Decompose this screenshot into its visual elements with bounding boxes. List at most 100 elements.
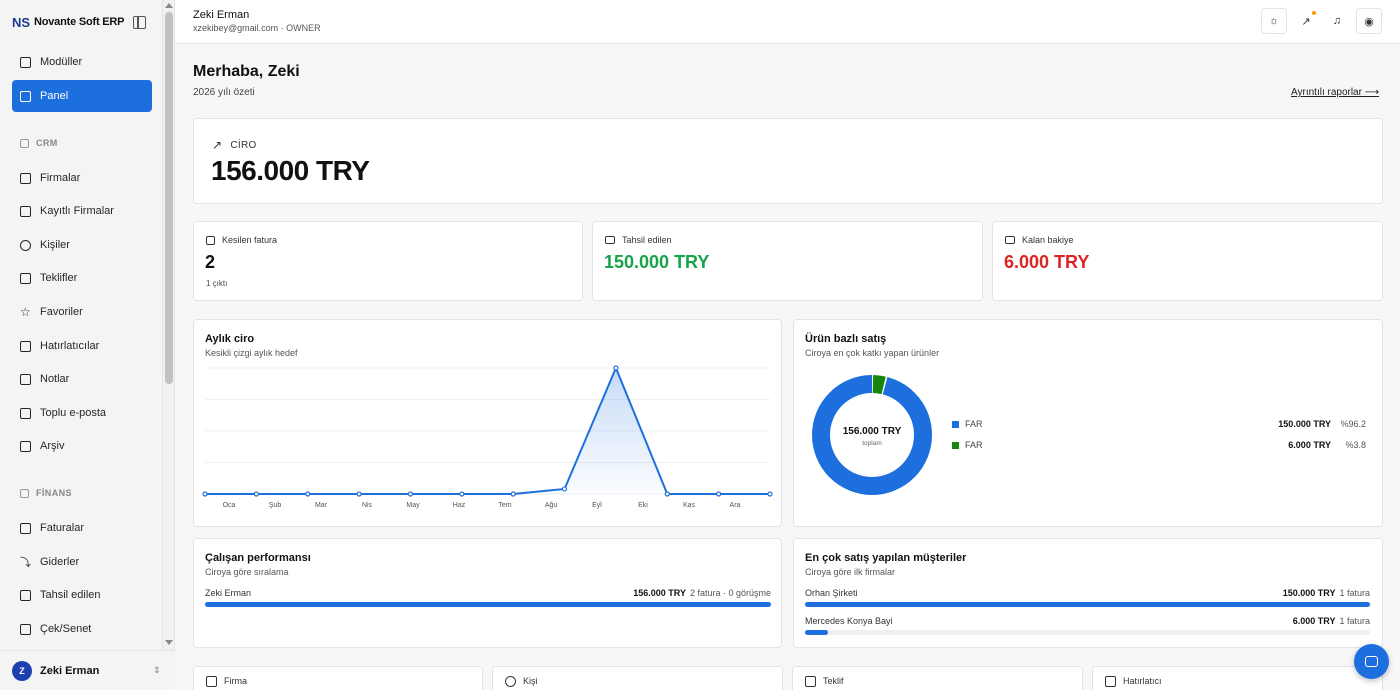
sidebar-item-faturalar[interactable]: Faturalar <box>12 512 152 544</box>
scroll-thumb[interactable] <box>165 12 173 384</box>
customer-row: Orhan Şirketi 150.000 TRY 1 fatura <box>805 588 1370 600</box>
legend-name: FAR <box>965 419 983 429</box>
progress-track <box>205 602 771 607</box>
nav-section-label: FİNANS <box>36 488 72 498</box>
pie-slice[interactable] <box>812 375 932 495</box>
product-donut-chart: 156.000 TRY toplam <box>812 375 932 495</box>
trend-up-icon: ↗ <box>1301 15 1311 28</box>
sidebar-item-moduller[interactable]: Modüller <box>12 46 152 78</box>
quick-card-teklif[interactable]: Teklif <box>792 666 1083 690</box>
detailed-reports-link[interactable]: Ayrıntılı raporlar ⟶ <box>1291 87 1380 98</box>
customer-stats: 6.000 TRY 1 fatura <box>1293 616 1370 626</box>
progress-fill <box>805 602 1370 607</box>
kpi-value: 2 <box>205 252 216 272</box>
x-tick-label: Nis <box>362 502 373 509</box>
monthly-revenue-card: Aylık ciro Kesikli çizgi aylık hedef Oca… <box>193 319 782 527</box>
note-icon <box>20 373 31 385</box>
quick-card-firma[interactable]: Firma <box>193 666 483 690</box>
legend-name: FAR <box>965 440 983 450</box>
kpi-balance-card: Kalan bakiye 6.000 TRY <box>992 221 1383 301</box>
data-point[interactable] <box>613 365 619 371</box>
quick-card-label: Kişi <box>523 676 538 686</box>
visibility-button[interactable]: ◉ <box>1356 8 1382 34</box>
sidebar-item-teklifler[interactable]: Teklifler <box>12 262 152 294</box>
customer-detail: 1 fatura <box>1339 588 1370 598</box>
bell-icon: ♫ <box>1332 15 1342 27</box>
sidebar-item-kisiler[interactable]: Kişiler <box>12 229 152 261</box>
sidebar-item-label: Faturalar <box>40 522 85 534</box>
nav-section-crm: CRM <box>20 136 58 150</box>
data-point[interactable] <box>253 491 259 497</box>
document-icon <box>20 272 31 284</box>
quick-card-label: Teklif <box>823 676 844 686</box>
x-tick-label: Ara <box>730 502 741 509</box>
sidebar-item-notlar[interactable]: Notlar <box>12 363 152 395</box>
kpi-label: Kalan bakiye <box>1005 235 1074 245</box>
data-point[interactable] <box>459 491 465 497</box>
sidebar-item-favoriler[interactable]: ☆ Favoriler <box>12 296 152 328</box>
kpi-value: 6.000 TRY <box>1004 252 1090 272</box>
sidebar-item-label: Çek/Senet <box>40 623 92 635</box>
building-icon <box>20 138 29 148</box>
sun-icon: ☼ <box>1268 15 1280 27</box>
x-tick-label: Kas <box>683 502 696 509</box>
kpi-label-text: Tahsil edilen <box>622 235 672 245</box>
kpi-label-text: Kesilen fatura <box>222 235 278 245</box>
sidebar: NS Novante Soft ERP Modüller Panel CRM F… <box>0 0 163 690</box>
user-menu[interactable]: Z Zeki Erman ⇕ <box>0 650 175 690</box>
trend-up-icon: ↗ <box>212 138 223 152</box>
header-user: Zeki Erman xzekibey@gmail.com · OWNER <box>193 9 321 33</box>
x-tick-label: Haz <box>453 502 466 509</box>
quick-card-label: Hatırlatıcı <box>1123 676 1162 686</box>
ciro-label: ↗ CİRO <box>212 138 257 152</box>
kpi-value: 150.000 TRY <box>604 252 710 272</box>
data-point[interactable] <box>305 491 311 497</box>
sidebar-item-panel[interactable]: Panel <box>12 80 152 112</box>
sidebar-item-arsiv[interactable]: Arşiv <box>12 430 152 462</box>
x-tick-label: Ağu <box>545 502 558 509</box>
users-icon <box>20 239 31 251</box>
star-icon: ☆ <box>20 305 31 319</box>
page-subtitle: 2026 yılı özeti <box>193 87 255 98</box>
archive-icon <box>20 440 31 452</box>
sidebar-scrollbar[interactable] <box>163 0 175 650</box>
data-point[interactable] <box>561 486 568 492</box>
receipt-icon <box>20 589 31 601</box>
sidebar-item-label: Notlar <box>40 373 70 385</box>
sidebar-item-giderler[interactable]: ⤵ Giderler <box>12 546 152 578</box>
data-point[interactable] <box>767 491 773 497</box>
data-point[interactable] <box>356 491 362 497</box>
data-point[interactable] <box>407 491 414 497</box>
quick-card-hatirlatici[interactable]: Hatırlatıcı <box>1092 666 1383 690</box>
card-title: Aylık ciro <box>205 333 255 345</box>
sidebar-item-cek-senet[interactable]: Çek/Senet <box>12 613 152 645</box>
notifications-button[interactable]: ♫ <box>1324 8 1350 34</box>
brand[interactable]: NS Novante Soft ERP <box>12 12 125 32</box>
x-tick-label: Şub <box>269 502 282 509</box>
legend-swatch <box>952 420 959 428</box>
sidebar-item-toplu-eposta[interactable]: Toplu e-posta <box>12 397 152 429</box>
data-point[interactable] <box>510 491 516 497</box>
scroll-down-icon[interactable] <box>165 640 173 645</box>
data-point[interactable] <box>664 491 670 497</box>
employee-detail: 2 fatura · 0 görüşme <box>689 588 771 598</box>
x-tick-label: Mar <box>315 502 328 509</box>
card-subtitle: Ciroya göre ilk firmalar <box>805 567 896 577</box>
assistant-button[interactable] <box>1354 644 1389 679</box>
quick-card-kisi[interactable]: Kişi <box>492 666 783 690</box>
sidebar-item-firmalar[interactable]: Firmalar <box>12 162 152 194</box>
activity-button[interactable]: ↗ <box>1293 8 1319 34</box>
sidebar-item-label: Kayıtlı Firmalar <box>40 205 114 217</box>
sidebar-item-hatirlaticilar[interactable]: Hatırlatıcılar <box>12 330 152 362</box>
data-point[interactable] <box>716 491 722 497</box>
data-point[interactable] <box>202 491 208 497</box>
theme-toggle-button[interactable]: ☼ <box>1261 8 1287 34</box>
sidebar-item-tahsil-edilen[interactable]: Tahsil edilen <box>12 579 152 611</box>
monthly-line-chart: Oca Şub Mar Nis May Haz Tem Ağu Eyl Eki Kas Ara <box>202 365 773 509</box>
x-tick-label: Oca <box>223 502 236 509</box>
scroll-up-icon[interactable] <box>165 3 173 8</box>
employee-performance-card: Çalışan performansı Ciroya göre sıralama… <box>193 538 782 648</box>
sidebar-item-kayitli-firmalar[interactable]: Kayıtlı Firmalar <box>12 195 152 227</box>
card-subtitle: Kesikli çizgi aylık hedef <box>205 348 298 358</box>
sidebar-collapse-icon[interactable] <box>133 16 146 29</box>
